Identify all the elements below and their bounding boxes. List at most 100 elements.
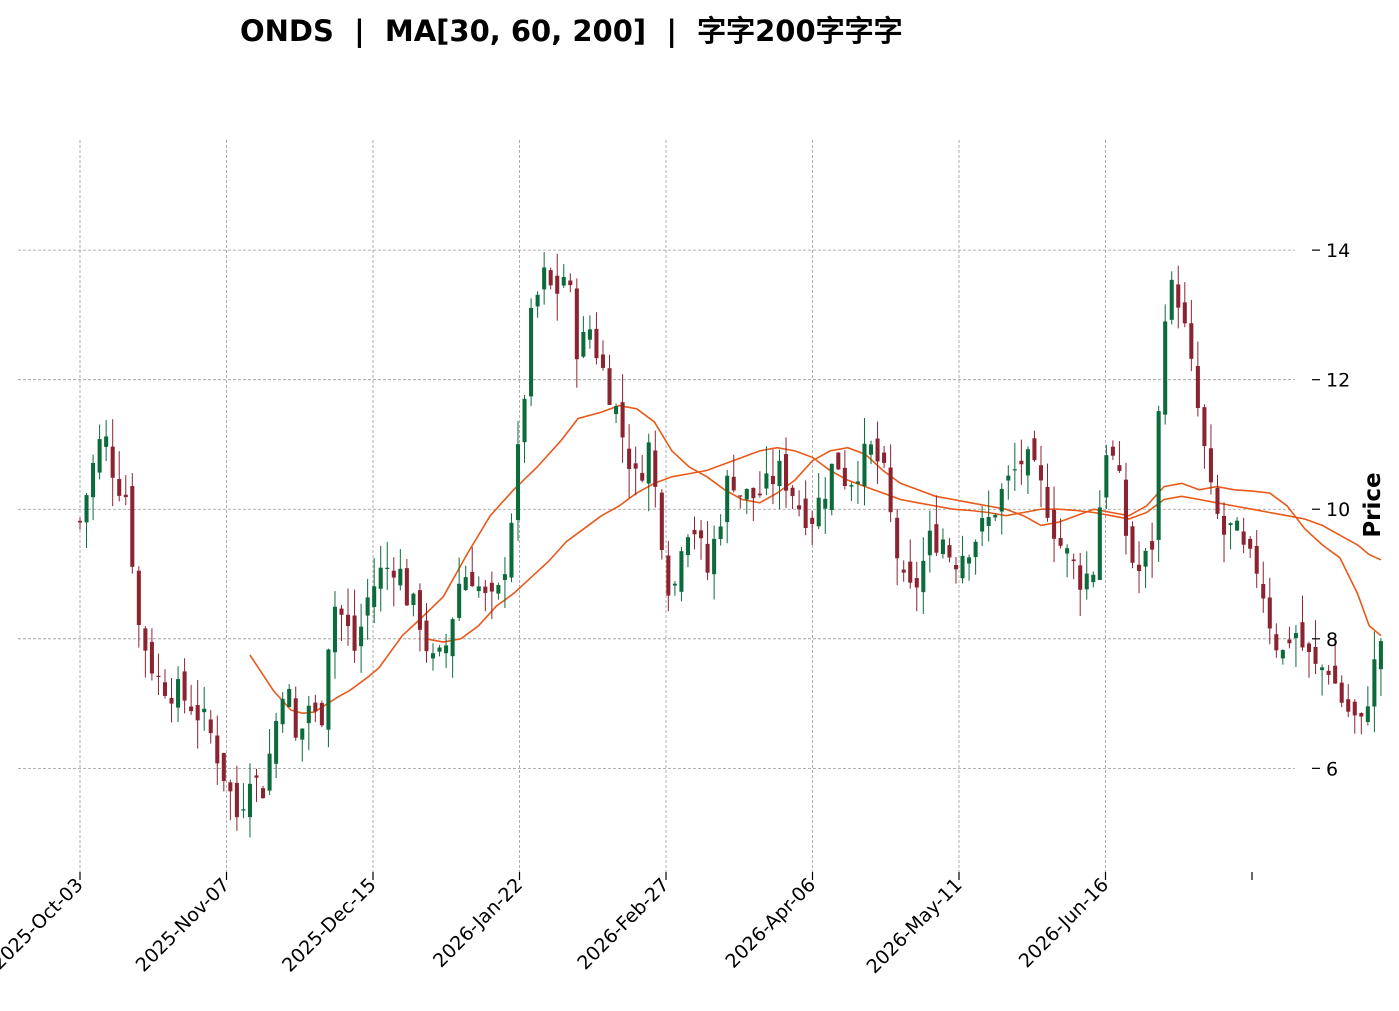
y-tick-label: 12 [1326,370,1350,392]
candle-body [751,487,756,499]
candle-body [862,443,867,486]
candle-body [921,560,926,593]
candle-body [143,628,148,651]
candle-body [744,488,749,500]
candle-body [731,476,736,491]
candle-body [1195,366,1200,408]
candle-body [1130,526,1135,563]
candle-body [261,788,266,799]
candle-body [914,578,919,588]
candle-body [1169,279,1174,320]
candle-body [1365,706,1370,723]
candle-body [849,485,854,487]
candle-body [182,671,187,701]
grid [18,140,1295,872]
candle-body [581,331,586,357]
candle-body [287,688,292,708]
candle-body [1058,538,1063,546]
candle-body [940,539,945,555]
candle-body [1143,550,1148,567]
candle-body [215,735,220,764]
candle-body [97,439,102,473]
candle-body [241,809,246,811]
candle-body [784,454,789,491]
candle-body [1293,633,1298,639]
y-tick-label: 6 [1326,758,1338,780]
candle-body [653,450,658,487]
candle-body [600,354,606,368]
candle-body [117,479,122,496]
candle-body [228,782,233,792]
candle-body [738,495,743,497]
candle-body [620,402,625,438]
candle-body [176,679,181,708]
candle-body [77,520,83,523]
candle-body [339,608,344,615]
candle-body [1202,407,1207,447]
candle-body [359,626,364,647]
candle-body [888,467,893,513]
x-tick-label: 2025-Nov-07 [132,874,234,976]
candle-body [104,436,109,447]
candle-body [496,585,501,594]
y-tick-label: 8 [1326,629,1338,651]
candle-body [169,697,174,704]
candle-body [1123,479,1128,536]
candle-body [1228,523,1233,525]
x-tick-label: 2026-Feb-27 [573,874,673,974]
candle-body [280,698,285,725]
candle-body [555,275,560,294]
candle-body [1012,469,1017,471]
candle-body [1300,622,1305,648]
candle-body [313,702,318,712]
candle-body [1346,699,1351,712]
candle-body [483,586,488,593]
candle-body [895,517,900,559]
candle-body [1150,541,1155,550]
candle-body [934,524,939,553]
candle-body [1215,487,1220,514]
candle-body [574,288,579,360]
candle-body [705,543,710,573]
x-tick-label: 2026-Jan-22 [429,874,527,972]
candle-body [1084,573,1089,590]
candle-body [901,569,906,573]
candle-body [1071,559,1076,562]
candle-body [411,593,416,606]
candle-body [980,517,985,532]
candle-body [130,486,135,567]
candle-body [1091,574,1096,583]
ma-line-1 [249,404,1382,715]
candle-body [522,398,527,443]
candle-body [1019,460,1024,465]
candle-body [1280,650,1285,659]
candle-body [646,442,651,484]
candle-body [502,574,507,580]
candle-body [633,463,638,469]
x-tick-label: 2025-Oct-03 [0,874,88,974]
candle-body [404,568,409,606]
moving-averages [249,404,1382,715]
chart-title: ONDS | MA[30, 60, 200] | 字字200字字字 [240,14,903,48]
candle-body [470,571,475,587]
candle-body [1208,448,1213,483]
candle-body [1274,634,1279,651]
candle-body [1117,465,1122,471]
candle-body [123,494,128,498]
candle-body [444,645,449,654]
candle-body [1097,507,1102,580]
candle-body [1372,659,1377,707]
candle-body [953,564,959,570]
candle-body [594,328,599,359]
candle-body [1006,475,1011,481]
candle-body [1104,455,1109,498]
x-tick-label: 2026-Jun-16 [1015,874,1113,972]
candle-body [587,329,592,340]
candle-body [398,568,403,586]
candle-body [855,481,860,484]
y-axis-title: Price [1360,472,1386,537]
candle-body [332,606,337,653]
candle-body [1326,670,1331,675]
candle-body [1248,538,1253,549]
